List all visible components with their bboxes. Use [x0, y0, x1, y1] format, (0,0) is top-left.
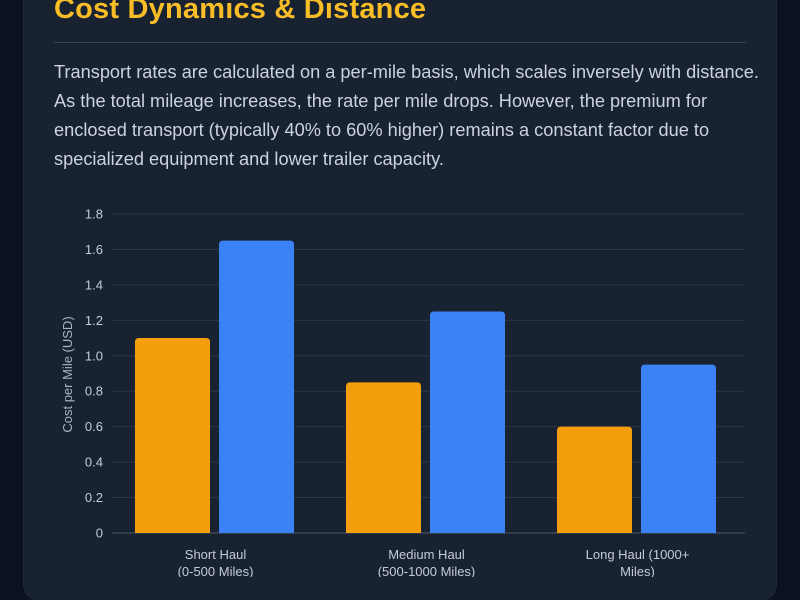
y-axis-title: Cost per Mile (USD) [60, 316, 75, 432]
section-description: Transport rates are calculated on a per-… [54, 62, 759, 169]
section-title: Cost Dynamics & Distance [54, 0, 427, 25]
y-tick-label: 1.4 [85, 277, 103, 292]
y-tick-label: 1.2 [85, 313, 103, 328]
bar-open-1 [135, 338, 210, 533]
title-divider [54, 42, 746, 43]
x-tick-label: (0-500 Miles) [178, 564, 254, 577]
y-tick-label: 1.0 [85, 348, 103, 363]
y-tick-label: 0.8 [85, 384, 103, 399]
bar-open-3 [557, 426, 632, 533]
x-tick-label: (500-1000 Miles) [378, 564, 476, 577]
bar-enclosed-3 [641, 364, 716, 533]
x-tick-label: Short Haul [185, 547, 247, 562]
x-tick-label: Medium Haul [388, 547, 465, 562]
y-tick-label: 0.4 [85, 455, 103, 470]
y-tick-label: 0.2 [85, 490, 103, 505]
bar-enclosed-2 [430, 311, 505, 533]
bar-open-2 [346, 382, 421, 533]
y-tick-label: 1.6 [85, 242, 103, 257]
y-tick-label: 0.6 [85, 419, 103, 434]
x-tick-label: Miles) [620, 564, 655, 577]
x-tick-label: Long Haul (1000+ [586, 547, 690, 562]
y-tick-label: 0 [96, 526, 103, 541]
cost-per-mile-chart: 0 0.2 0.4 0.6 0.8 1.0 1.2 1.4 1.6 1.8 Cost per Mil… [60, 207, 745, 577]
bar-enclosed-1 [219, 240, 294, 534]
y-tick-label: 1.8 [85, 207, 103, 222]
